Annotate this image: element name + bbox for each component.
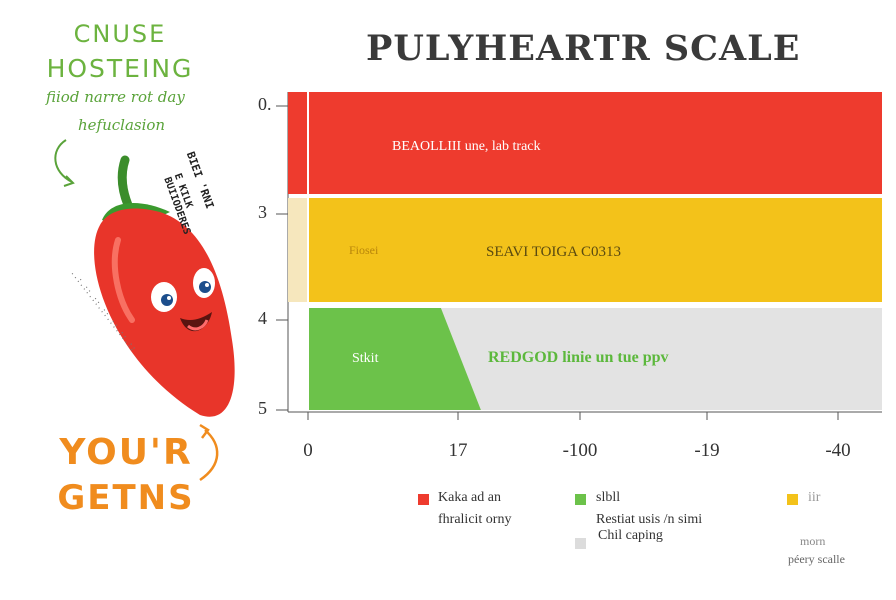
legend-label-secondary: fhralicit orny bbox=[438, 512, 512, 527]
legend-swatch bbox=[787, 494, 798, 505]
y-tick-label: 0. bbox=[258, 94, 272, 114]
legend-swatch bbox=[418, 494, 429, 505]
bar bbox=[309, 198, 882, 302]
left-illustration bbox=[54, 139, 235, 482]
bar-label: REDGOD linie un tue ppv bbox=[488, 349, 668, 366]
legend-label: iir bbox=[808, 490, 821, 505]
y-tick-label: 4 bbox=[258, 308, 267, 328]
y-tick-label: 3 bbox=[258, 202, 267, 222]
bar-stub bbox=[288, 92, 307, 194]
bar-stub-label: Stkit bbox=[352, 351, 379, 366]
x-tick-label: 17 bbox=[449, 440, 468, 461]
bar bbox=[309, 92, 882, 194]
left-panel: CNUSE HOSTEING fiiod narre rot day hefuc… bbox=[0, 0, 270, 600]
legend-label-secondary: Restiat usis /n simi bbox=[596, 512, 703, 527]
orange-arrow-icon bbox=[199, 429, 219, 482]
slogan-line1: YOU'R bbox=[59, 432, 193, 473]
chili-pepper-mascot-icon bbox=[94, 155, 235, 417]
x-tick-label: -40 bbox=[825, 440, 850, 461]
x-tick-label: -19 bbox=[694, 440, 719, 461]
bar-label: SEAVI TOIGA C0313 bbox=[486, 244, 621, 260]
left-title-line1: CNUSE bbox=[73, 20, 167, 48]
x-tick-label: -100 bbox=[563, 440, 598, 461]
curved-arrow-icon bbox=[54, 139, 73, 183]
handwritten-note-line1: fiiod narre rot day bbox=[46, 88, 185, 106]
handwritten-note-line2: hefuclasion bbox=[78, 116, 166, 134]
legend-label: slbll bbox=[596, 490, 621, 505]
legend-label: Chil caping bbox=[598, 528, 663, 543]
x-tick-label: 0 bbox=[303, 440, 313, 461]
bar bbox=[309, 308, 481, 410]
bar-stub-label: Fiosei bbox=[349, 243, 379, 257]
bar-label: BEAOLLIII une, lab track bbox=[392, 139, 541, 154]
footnote-line1: morn bbox=[800, 534, 826, 548]
legend-label: Kaka ad an bbox=[438, 490, 501, 505]
bar-stub bbox=[288, 198, 307, 302]
y-tick-label: 5 bbox=[258, 398, 267, 418]
left-title-line2: HOSTEING bbox=[46, 54, 194, 83]
chart-title: PULYHEARTR SCALE bbox=[366, 28, 801, 69]
legend-swatch bbox=[575, 538, 586, 549]
slogan-line2: GETNS bbox=[57, 478, 195, 518]
legend-swatch bbox=[575, 494, 586, 505]
footnote-line2: péery scalle bbox=[788, 552, 845, 566]
